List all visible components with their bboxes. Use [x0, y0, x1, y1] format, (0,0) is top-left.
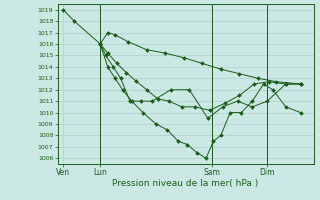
X-axis label: Pression niveau de la mer( hPa ): Pression niveau de la mer( hPa )	[112, 179, 259, 188]
